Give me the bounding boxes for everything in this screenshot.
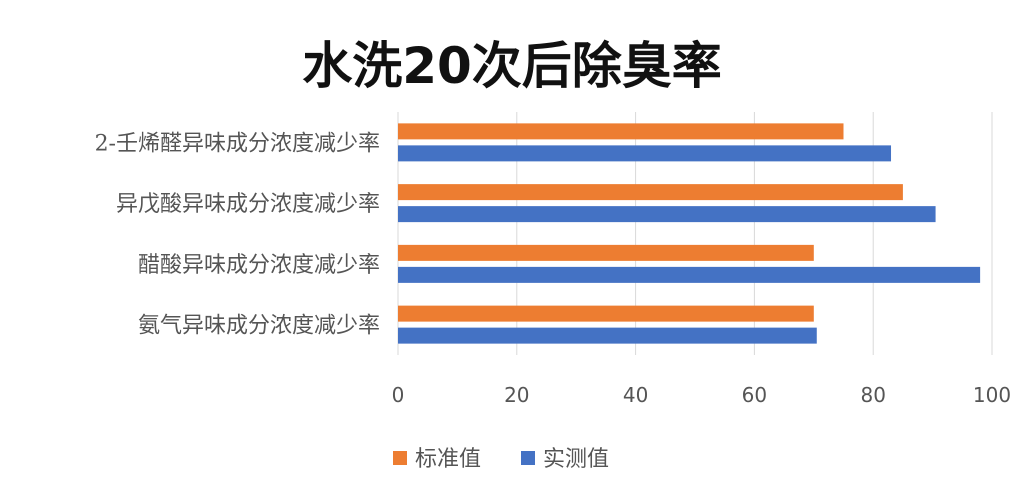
bar-standard [398, 244, 814, 261]
x-tick-label: 80 [860, 383, 885, 407]
legend-swatch [521, 451, 535, 465]
bars [398, 123, 981, 344]
chart-title: 水洗20次后除臭率 [302, 37, 722, 95]
x-tick-label: 20 [504, 383, 529, 407]
bar-standard [398, 305, 814, 322]
x-tick-label: 0 [392, 383, 405, 407]
category-label: 醋酸异味成分浓度减少率 [138, 253, 380, 278]
bar-standard [398, 123, 844, 140]
x-tick-labels: 0 20 40 60 80 100 [392, 383, 1011, 407]
legend-label: 标准值 [415, 447, 481, 472]
category-label: 2-壬烯醛异味成分浓度减少率 [95, 131, 380, 156]
category-label: 异戊酸异味成分浓度减少率 [116, 192, 380, 217]
bar-measured [398, 266, 981, 283]
x-tick-label: 40 [623, 383, 648, 407]
bar-measured [398, 327, 817, 344]
bar-measured [398, 206, 936, 223]
category-label: 氨气异味成分浓度减少率 [138, 314, 380, 339]
bar-measured [398, 145, 892, 162]
legend: 标准值 实测值 [393, 447, 609, 472]
legend-swatch [393, 451, 407, 465]
x-tick-label: 100 [973, 383, 1011, 407]
legend-label: 实测值 [543, 447, 609, 472]
category-labels: 2-壬烯醛异味成分浓度减少率异戊酸异味成分浓度减少率醋酸异味成分浓度减少率氨气异… [95, 131, 380, 338]
x-tick-label: 60 [742, 383, 767, 407]
bar-standard [398, 184, 903, 201]
